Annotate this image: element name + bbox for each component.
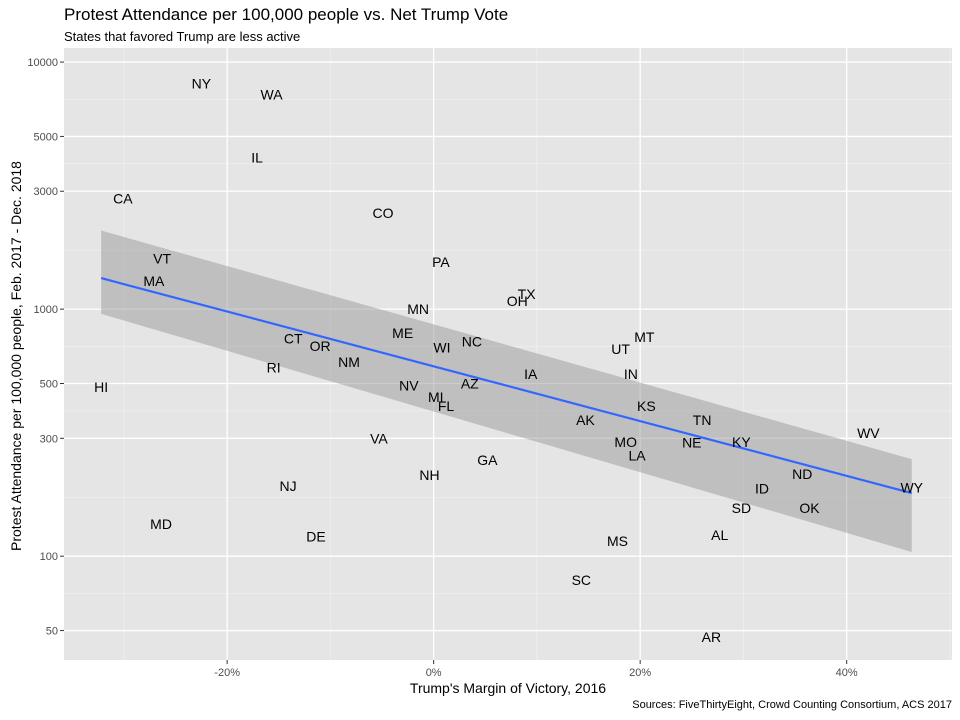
chart-subtitle: States that favored Trump are less activ… [64, 29, 301, 44]
state-label-va: VA [370, 430, 388, 446]
confidence-band-layer [101, 230, 912, 552]
state-label-mn: MN [407, 301, 429, 317]
state-label-tx: TX [518, 286, 537, 302]
state-label-sd: SD [732, 500, 751, 516]
chart-title: Protest Attendance per 100,000 people vs… [64, 5, 509, 24]
y-tick-label: 5000 [34, 131, 58, 143]
x-tick-label: 0% [426, 667, 442, 679]
state-label-mt: MT [634, 329, 655, 345]
state-label-wv: WV [857, 425, 880, 441]
state-label-co: CO [373, 205, 394, 221]
state-label-me: ME [392, 325, 413, 341]
state-label-tn: TN [693, 412, 712, 428]
state-label-ut: UT [611, 341, 630, 357]
state-label-nv: NV [399, 378, 419, 394]
state-label-de: DE [306, 529, 325, 545]
state-label-ca: CA [113, 191, 133, 207]
x-tick-label: -20% [214, 667, 240, 679]
state-label-la: LA [629, 448, 647, 464]
y-tick-label: 50 [46, 626, 58, 638]
state-label-ia: IA [524, 366, 538, 382]
state-label-ne: NE [682, 435, 701, 451]
state-label-id: ID [755, 480, 769, 496]
state-label-pa: PA [432, 254, 450, 270]
state-label-ms: MS [607, 533, 628, 549]
x-tick-label: 40% [836, 667, 858, 679]
state-label-wy: WY [900, 479, 923, 495]
state-label-ks: KS [637, 398, 656, 414]
state-label-ar: AR [702, 629, 721, 645]
state-label-ri: RI [267, 360, 281, 376]
state-label-oh: OH [507, 293, 528, 309]
y-tick-label: 500 [40, 378, 58, 390]
state-label-nh: NH [419, 467, 439, 483]
y-tick-label: 3000 [34, 186, 58, 198]
y-tick-label: 300 [40, 433, 58, 445]
state-label-ga: GA [477, 452, 498, 468]
state-label-nd: ND [792, 466, 812, 482]
trend-line [100, 277, 913, 495]
chart-caption: Sources: FiveThirtyEight, Crowd Counting… [632, 699, 952, 711]
y-tick-label: 100 [40, 551, 58, 563]
state-label-ct: CT [284, 331, 303, 347]
state-label-fl: FL [438, 398, 455, 414]
state-label-al: AL [711, 527, 728, 543]
state-label-wi: WI [433, 339, 450, 355]
state-label-mi: MI [428, 389, 444, 405]
x-axis-label: Trump's Margin of Victory, 2016 [409, 680, 607, 696]
trend-line-layer [100, 277, 913, 495]
x-axis-ticks: -20% 0% 20% 40% [214, 660, 858, 679]
state-label-ny: NY [192, 75, 212, 91]
y-axis-ticks: 50 100 300 500 1000 3000 5000 10000 [27, 57, 64, 638]
state-label-sc: SC [572, 572, 591, 588]
x-tick-label: 20% [629, 667, 651, 679]
state-label-mo: MO [614, 434, 637, 450]
state-label-in: IN [624, 366, 638, 382]
state-label-ky: KY [732, 434, 751, 450]
state-label-md: MD [150, 516, 172, 532]
state-label-hi: HI [94, 379, 108, 395]
state-label-nj: NJ [280, 478, 297, 494]
y-axis-label-text: Protest Attendance per 100,000 people, F… [8, 161, 24, 551]
state-label-ak: AK [576, 412, 595, 428]
state-label-wa: WA [261, 86, 284, 102]
y-tick-label: 10000 [27, 57, 58, 69]
y-tick-label: 1000 [34, 304, 58, 316]
confidence-band [101, 230, 912, 552]
state-label-nc: NC [462, 333, 482, 349]
state-label-ok: OK [799, 500, 820, 516]
state-label-vt: VT [153, 251, 171, 267]
state-label-or: OR [310, 338, 331, 354]
state-label-nm: NM [338, 354, 360, 370]
state-label-il: IL [251, 150, 263, 166]
state-label-ma: MA [143, 273, 165, 289]
state-label-az: AZ [461, 375, 479, 391]
